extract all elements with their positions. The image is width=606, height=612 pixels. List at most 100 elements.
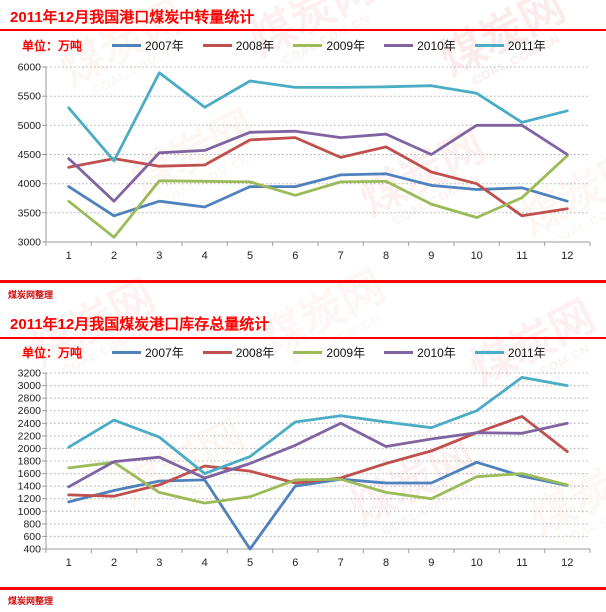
series-line-2007年 xyxy=(67,460,569,551)
y-tick-label: 2400 xyxy=(18,418,42,430)
legend-label: 2009年 xyxy=(326,39,366,53)
x-tick-label: 7 xyxy=(338,557,344,569)
series-line-2008年 xyxy=(67,136,569,218)
inventory-unit-label: 单位：万吨 xyxy=(22,346,83,360)
x-tick-label: 3 xyxy=(156,250,162,262)
x-tick-label: 2 xyxy=(111,557,117,569)
y-tick-label: 1400 xyxy=(18,481,42,493)
series-line-2011年 xyxy=(67,375,569,475)
y-tick-label: 2200 xyxy=(18,430,42,442)
series-line-2009年 xyxy=(67,460,569,505)
legend-item-2008年: 2008年 xyxy=(202,37,275,54)
x-tick-label: 2 xyxy=(111,250,117,262)
y-tick-label: 4500 xyxy=(18,149,42,161)
x-tick-label: 5 xyxy=(247,557,253,569)
x-tick-label: 5 xyxy=(247,250,253,262)
x-tick-label: 10 xyxy=(471,250,483,262)
legend-line-swatch xyxy=(293,351,323,354)
y-tick-label: 3200 xyxy=(18,368,42,380)
inventory-line-chart: 3200300028002600240022002000180016001400… xyxy=(18,368,591,569)
legend-item-2007年: 2007年 xyxy=(112,37,184,54)
x-tick-label: 1 xyxy=(66,557,72,569)
legend-line-swatch xyxy=(112,351,141,354)
source-note-transit: 煤炭网整理 xyxy=(8,290,54,300)
legend-label: 2007年 xyxy=(145,346,184,360)
x-tick-label: 1 xyxy=(66,250,72,262)
y-tick-label: 4000 xyxy=(18,178,42,190)
legend-label: 2010年 xyxy=(417,39,456,53)
x-tick-label: 3 xyxy=(156,557,162,569)
legend-line-swatch xyxy=(293,44,323,47)
y-tick-label: 600 xyxy=(23,531,41,543)
y-tick-label: 2800 xyxy=(18,393,42,405)
y-tick-label: 400 xyxy=(23,544,41,556)
inventory-title-underline xyxy=(0,337,606,339)
source-note-inventory: 煤炭网整理 xyxy=(8,596,54,606)
legend-item-2011年: 2011年 xyxy=(474,344,546,361)
legend-line-swatch xyxy=(112,44,141,47)
legend-line-swatch xyxy=(384,44,414,47)
transit-title-underline xyxy=(0,29,606,31)
x-tick-label: 8 xyxy=(383,250,389,262)
y-tick-label: 6000 xyxy=(18,62,42,74)
legend-label: 2008年 xyxy=(235,346,275,360)
transit-chart-title: 2011年12月我国港口煤炭中转量统计 xyxy=(10,9,255,26)
series-line-2011年 xyxy=(67,71,569,163)
inventory-legend-row: 单位：万吨 2007年 2008年 2009年 2010年 2011年 xyxy=(0,342,606,363)
x-tick-label: 9 xyxy=(428,250,434,262)
legend-label: 2008年 xyxy=(235,39,275,53)
legend-line-swatch xyxy=(474,44,504,47)
x-tick-label: 6 xyxy=(292,557,298,569)
x-tick-label: 11 xyxy=(516,557,527,569)
y-tick-label: 800 xyxy=(23,518,41,530)
legend-line-swatch xyxy=(474,351,504,354)
legend-item-2010年: 2010年 xyxy=(384,344,456,361)
x-tick-label: 6 xyxy=(292,250,298,262)
transit-legend: 2007年 2008年 2009年 2010年 2011年 xyxy=(112,37,565,54)
x-tick-label: 9 xyxy=(428,557,434,569)
transit-unit-label: 单位：万吨 xyxy=(22,39,83,53)
series-line-2010年 xyxy=(67,421,569,489)
series-line-2009年 xyxy=(67,154,569,239)
transit-legend-row: 单位：万吨 2007年 2008年 2009年 2010年 2011年 xyxy=(0,35,606,56)
x-tick-label: 4 xyxy=(202,557,208,569)
x-tick-label: 12 xyxy=(561,250,573,262)
legend-item-2010年: 2010年 xyxy=(384,37,456,54)
legend-label: 2007年 xyxy=(145,39,184,53)
red-separator-middle xyxy=(0,280,606,283)
y-tick-label: 3500 xyxy=(18,207,42,219)
x-tick-label: 10 xyxy=(471,557,483,569)
legend-line-swatch xyxy=(202,351,232,354)
y-tick-label: 1200 xyxy=(18,493,42,505)
legend-line-swatch xyxy=(384,351,414,354)
legend-line-swatch xyxy=(202,44,232,47)
inventory-legend: 2007年 2008年 2009年 2010年 2011年 xyxy=(112,344,565,361)
y-tick-label: 1000 xyxy=(18,506,42,518)
legend-item-2009年: 2009年 xyxy=(293,344,365,361)
legend-item-2009年: 2009年 xyxy=(293,37,365,54)
y-tick-label: 2600 xyxy=(18,405,42,417)
legend-item-2007年: 2007年 xyxy=(112,344,184,361)
y-tick-label: 3000 xyxy=(18,380,42,392)
y-tick-label: 2000 xyxy=(18,443,42,455)
legend-label: 2010年 xyxy=(417,346,456,360)
y-tick-label: 5500 xyxy=(18,91,42,103)
y-tick-label: 1800 xyxy=(18,456,42,468)
y-tick-label: 5000 xyxy=(18,120,42,132)
x-tick-label: 12 xyxy=(561,557,573,569)
red-separator-bottom xyxy=(0,587,606,590)
legend-label: 2011年 xyxy=(507,39,546,53)
x-tick-label: 7 xyxy=(338,250,344,262)
legend-item-2008年: 2008年 xyxy=(202,344,275,361)
x-tick-label: 11 xyxy=(516,250,527,262)
x-tick-label: 4 xyxy=(202,250,208,262)
series-line-2010年 xyxy=(67,123,569,203)
y-tick-label: 3000 xyxy=(18,237,42,249)
x-tick-label: 8 xyxy=(383,557,389,569)
legend-label: 2009年 xyxy=(326,346,366,360)
y-tick-label: 1600 xyxy=(18,468,42,480)
legend-label: 2011年 xyxy=(507,346,546,360)
inventory-chart-title: 2011年12月我国煤炭港口库存总量统计 xyxy=(10,316,270,333)
